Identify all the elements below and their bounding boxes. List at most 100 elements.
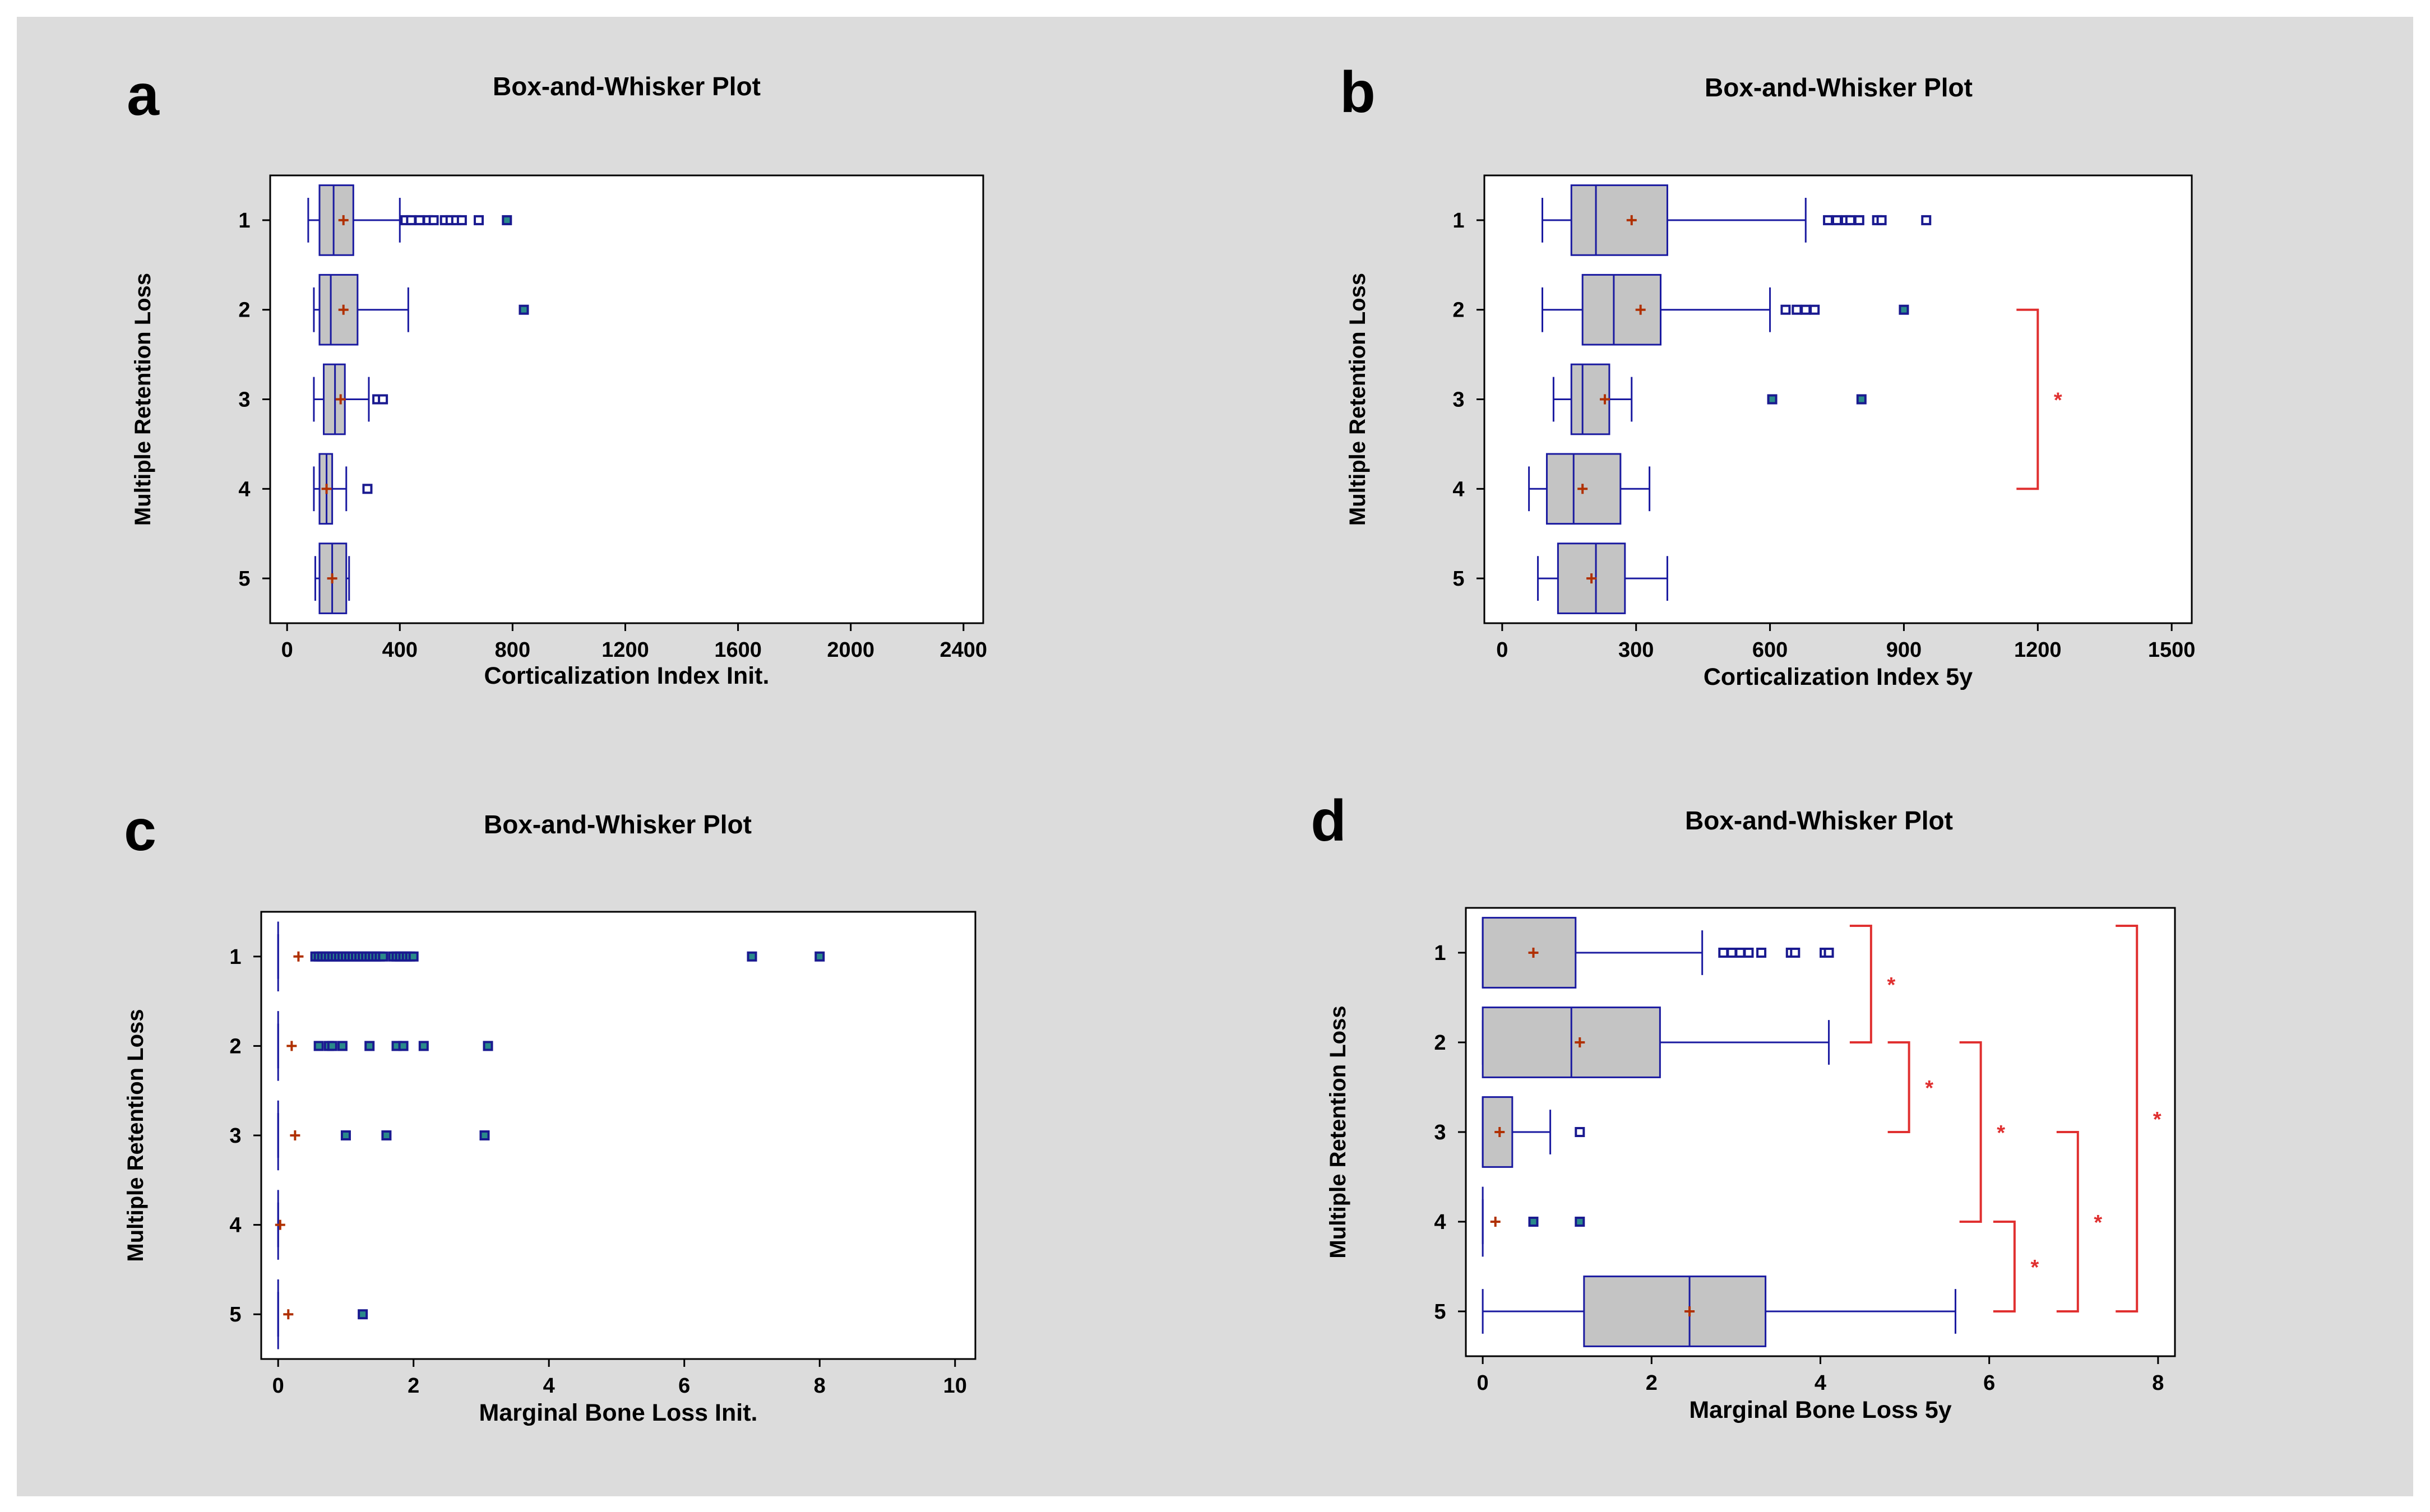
far-outlier-point: [502, 215, 512, 225]
x-axis-label: Marginal Bone Loss Init.: [479, 1399, 758, 1426]
far-outlier-point: [418, 1041, 429, 1051]
outlier-point: [1790, 948, 1800, 958]
far-outlier-point: [483, 1041, 493, 1051]
outlier-point: [1832, 215, 1843, 225]
x-tick-label: 1600: [714, 638, 762, 662]
plot-area: [260, 911, 976, 1360]
x-tick-label: 0: [1477, 1371, 1489, 1395]
x-tick-label: 1200: [2014, 638, 2062, 662]
bracket-line: [1959, 1041, 1982, 1223]
x-tick-label: 0: [1496, 638, 1508, 662]
box-series-1: [307, 184, 512, 256]
far-outlier-point: [381, 1130, 392, 1140]
chart-title: Box-and-Whisker Plot: [493, 72, 761, 101]
x-tick-label: 0: [272, 1374, 284, 1398]
x-tick-label: 6: [1983, 1371, 1995, 1395]
outlier-point: [1743, 948, 1754, 958]
outlier-point: [1727, 948, 1737, 958]
x-tick-label: 4: [543, 1374, 555, 1398]
outlier-point: [414, 215, 425, 225]
panel-letter: b: [1340, 60, 1376, 125]
outlier-point: [362, 484, 373, 494]
outlier-point: [1854, 215, 1864, 225]
far-outlier-point: [358, 1309, 368, 1320]
x-tick-label: 0: [281, 638, 293, 662]
x-tick-label: 2000: [827, 638, 874, 662]
x-tick-label: 2: [1646, 1371, 1658, 1395]
outlier-point: [1876, 215, 1887, 225]
x-tick-label: 8: [814, 1374, 826, 1398]
bracket-line: [1993, 1221, 2016, 1312]
outlier-point: [1800, 304, 1811, 315]
outlier-point: [1845, 215, 1855, 225]
box-series-4: [275, 1190, 285, 1260]
bracket-line: [2016, 308, 2039, 490]
significance-star: *: [2153, 1108, 2161, 1131]
box-series-3: [1552, 363, 1867, 435]
y-category-label: 2: [1434, 1031, 1446, 1055]
x-tick-label: 6: [678, 1374, 690, 1398]
box-series-5: [277, 1279, 368, 1349]
y-category-label: 3: [229, 1124, 241, 1148]
y-category-label: 5: [238, 567, 250, 591]
significance-bracket: *: [2016, 308, 2062, 490]
significance-bracket: *: [1887, 1041, 1933, 1133]
box-iqr: [1583, 1276, 1767, 1347]
y-category-label: 5: [229, 1303, 241, 1327]
significance-star: *: [1887, 973, 1895, 997]
box-series-2: [1482, 1007, 1830, 1078]
outlier-point: [456, 215, 467, 225]
outlier-point: [1809, 304, 1820, 315]
outlier-point: [474, 215, 484, 225]
far-outlier-point: [1575, 1217, 1585, 1227]
far-outlier-point: [1767, 394, 1778, 405]
box-iqr: [318, 184, 354, 256]
box-iqr: [1570, 184, 1668, 256]
chart-panel-c: c Box-and-Whisker Plot Marginal Bone Loss …: [123, 798, 976, 1426]
y-axis-label: Multiple Retention Loss: [131, 273, 155, 526]
x-tick-label: 600: [1752, 638, 1788, 662]
significance-star: *: [2094, 1211, 2102, 1235]
y-category-label: 4: [1434, 1210, 1446, 1234]
outlier-point: [1823, 948, 1834, 958]
outlier-point: [1792, 304, 1802, 315]
far-outlier-point: [814, 951, 825, 962]
y-category-label: 1: [229, 945, 241, 969]
x-axis-label: Marginal Bone Loss 5y: [1689, 1397, 1951, 1423]
bracket-line: [2116, 925, 2139, 1312]
far-outlier-point: [340, 1130, 351, 1140]
box-series-4: [1482, 1186, 1585, 1257]
x-tick-label: 1200: [601, 638, 649, 662]
significance-star: *: [2054, 389, 2062, 412]
x-tick-label: 900: [1886, 638, 1922, 662]
box-series-3: [277, 1100, 490, 1171]
y-category-label: 1: [238, 209, 250, 233]
y-category-label: 3: [1434, 1121, 1446, 1144]
box-series-5: [314, 542, 350, 614]
far-outlier-point: [1899, 304, 1909, 315]
y-category-label: 2: [229, 1035, 241, 1058]
chart-panel-b: b Box-and-Whisker Plot Corticalization Ind…: [1340, 60, 2195, 690]
outlier-point: [406, 215, 416, 225]
y-axis-label: Multiple Retention Loss: [123, 1009, 148, 1261]
panel-letter: d: [1311, 789, 1346, 854]
box-series-1: [277, 921, 825, 992]
box-series-3: [313, 363, 388, 435]
box-iqr: [1581, 273, 1662, 346]
outlier-point: [1575, 1127, 1585, 1137]
far-outlier-point: [364, 1041, 375, 1051]
box-series-2: [1542, 273, 1909, 346]
bracket-line: [1887, 1041, 1910, 1133]
x-tick-label: 4: [1815, 1371, 1826, 1395]
box-series-5: [1482, 1276, 1956, 1347]
far-outlier-point: [337, 1041, 348, 1051]
significance-bracket: *: [1993, 1221, 2039, 1312]
box-series-3: [1482, 1096, 1585, 1168]
outlier-point: [1718, 948, 1729, 958]
far-outlier-point: [479, 1130, 490, 1140]
y-category-label: 3: [1452, 388, 1464, 412]
significance-bracket: *: [1849, 925, 1895, 1043]
plot-area: [269, 174, 984, 624]
significance-bracket: *: [2116, 925, 2161, 1312]
